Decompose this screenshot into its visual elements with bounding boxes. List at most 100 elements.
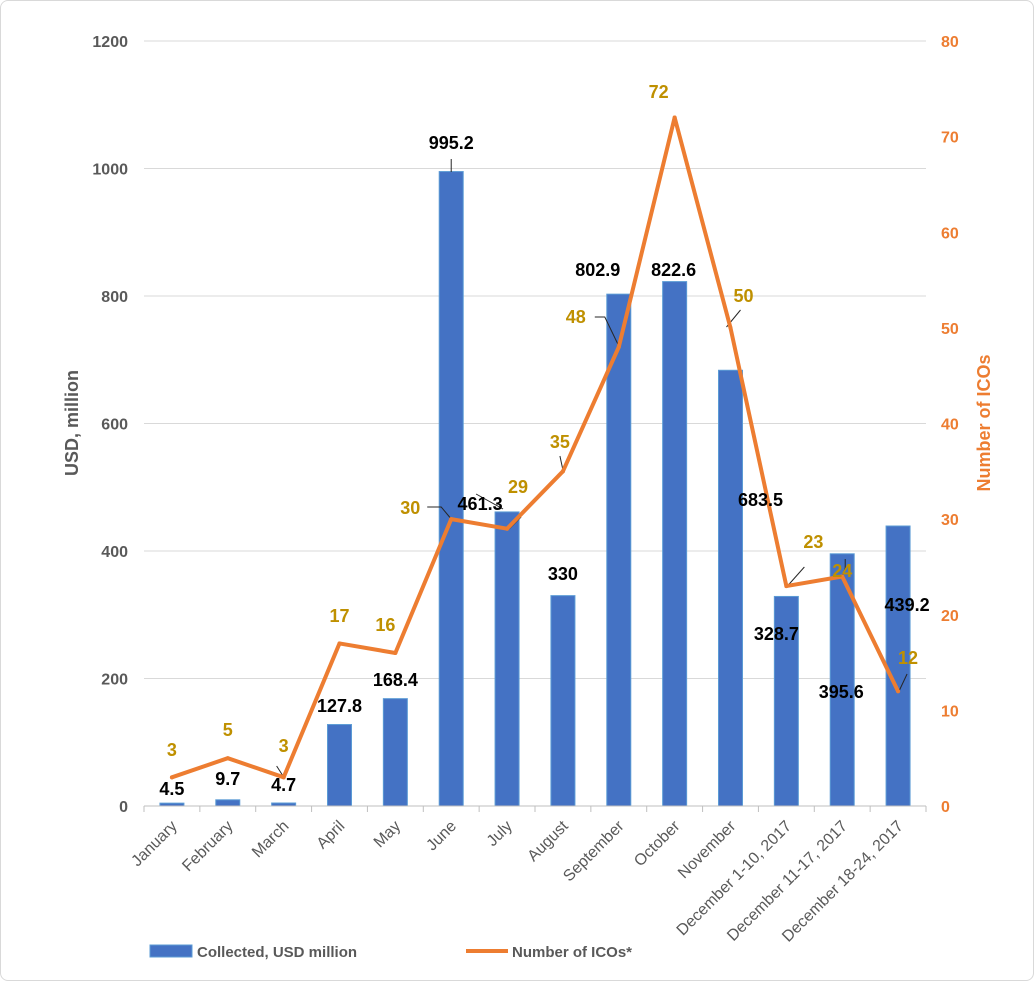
bar bbox=[494, 511, 520, 807]
line-data-label: 5 bbox=[223, 720, 233, 740]
y-tick-label: 200 bbox=[101, 672, 128, 689]
bar-data-label: 4.5 bbox=[159, 779, 184, 799]
x-tick-label: October bbox=[631, 817, 684, 870]
bar bbox=[662, 281, 688, 807]
line-point bbox=[281, 775, 286, 780]
bar-data-label: 395.6 bbox=[819, 682, 864, 702]
leader-lines bbox=[276, 159, 908, 778]
x-tick-label: January bbox=[128, 818, 180, 870]
x-tick-label: May bbox=[371, 818, 404, 851]
leader-line bbox=[841, 559, 846, 577]
bar-data-label: 802.9 bbox=[575, 260, 620, 280]
line-point bbox=[449, 517, 454, 522]
x-tick-label: September bbox=[560, 817, 628, 885]
bar-data-label: 439.2 bbox=[885, 595, 930, 615]
y-axis-title: USD, million bbox=[62, 370, 82, 476]
y-tick-label: 800 bbox=[101, 289, 128, 306]
line-data-label: 3 bbox=[167, 740, 177, 760]
bar-data-label: 127.8 bbox=[317, 696, 362, 716]
bar bbox=[606, 293, 632, 807]
line-point bbox=[169, 775, 174, 780]
line-point bbox=[560, 469, 565, 474]
series-line bbox=[169, 115, 901, 780]
x-tick-label: March bbox=[249, 818, 292, 861]
x-tick-label: July bbox=[484, 818, 516, 850]
line-data-label: 16 bbox=[375, 615, 395, 635]
line-point bbox=[896, 689, 901, 694]
bar bbox=[438, 171, 464, 807]
line-series bbox=[169, 115, 901, 780]
y-tick-label: 0 bbox=[119, 799, 128, 816]
legend-label-bar: Collected, USD million bbox=[197, 944, 357, 961]
x-axis bbox=[143, 805, 927, 812]
line-data-label: 12 bbox=[898, 648, 918, 668]
bar-data-label: 168.4 bbox=[373, 670, 418, 690]
y2-tick-label: 0 bbox=[941, 799, 950, 816]
line-data-label: 24 bbox=[832, 561, 852, 581]
bar bbox=[550, 595, 576, 807]
legend: Collected, USD million Number of ICOs* bbox=[149, 944, 632, 961]
bar-data-label: 461.3 bbox=[458, 494, 503, 514]
leader-line bbox=[898, 673, 908, 692]
x-tick-label: June bbox=[423, 818, 460, 855]
line-point bbox=[337, 641, 342, 646]
y-tick-label: 400 bbox=[101, 544, 128, 561]
bar-data-label: 328.7 bbox=[754, 624, 799, 644]
y2-axis-ticks: 0 10 20 30 40 50 60 70 80 bbox=[941, 34, 959, 816]
y2-tick-label: 50 bbox=[941, 321, 959, 338]
legend-label-line: Number of ICOs* bbox=[512, 944, 632, 961]
line-data-label: 72 bbox=[649, 82, 669, 102]
bar-data-label: 995.2 bbox=[429, 133, 474, 153]
line-data-label: 48 bbox=[566, 307, 586, 327]
bar bbox=[885, 525, 911, 807]
bar-series bbox=[159, 171, 911, 807]
y2-tick-label: 40 bbox=[941, 417, 959, 434]
leader-line bbox=[787, 566, 805, 586]
line-data-label: 23 bbox=[803, 532, 823, 552]
y-tick-label: 1000 bbox=[92, 162, 128, 179]
bar bbox=[382, 698, 408, 807]
legend-swatch-bar bbox=[149, 944, 193, 958]
leader-line bbox=[427, 506, 452, 520]
leader-line bbox=[594, 316, 620, 347]
y2-tick-label: 30 bbox=[941, 512, 959, 529]
bar-data-label: 822.6 bbox=[651, 260, 696, 280]
y2-axis-title: Number of ICOs bbox=[974, 354, 994, 491]
bar bbox=[327, 724, 352, 807]
line-point bbox=[728, 325, 733, 330]
x-tick-label: August bbox=[525, 817, 573, 865]
y2-tick-label: 80 bbox=[941, 34, 959, 51]
bar-data-label: 4.7 bbox=[271, 775, 296, 795]
bar-data-label: 683.5 bbox=[738, 490, 783, 510]
line-point bbox=[840, 574, 845, 579]
y-tick-label: 1200 bbox=[92, 34, 128, 51]
line-data-label: 50 bbox=[733, 286, 753, 306]
line-point bbox=[225, 756, 230, 761]
y-tick-label: 600 bbox=[101, 417, 128, 434]
x-tick-label: February bbox=[179, 818, 236, 875]
line-data-label: 29 bbox=[508, 477, 528, 497]
y-axis-ticks: 0 200 400 600 800 1000 1200 bbox=[92, 34, 128, 816]
y2-tick-label: 70 bbox=[941, 130, 959, 147]
line-point bbox=[505, 526, 510, 531]
line-data-label: 35 bbox=[550, 432, 570, 452]
y2-tick-label: 20 bbox=[941, 608, 959, 625]
bar-data-label: 9.7 bbox=[215, 769, 240, 789]
y2-tick-label: 10 bbox=[941, 703, 959, 720]
line-point bbox=[672, 115, 677, 120]
bar bbox=[718, 369, 743, 807]
line-point bbox=[784, 584, 789, 589]
line-point bbox=[393, 651, 398, 655]
x-tick-label: April bbox=[314, 818, 349, 853]
line-data-label: 30 bbox=[400, 498, 420, 518]
line-data-label: 3 bbox=[279, 736, 289, 756]
bar-data-label: 330 bbox=[548, 564, 578, 584]
line-data-label: 17 bbox=[329, 606, 349, 626]
leader-line bbox=[475, 493, 504, 510]
line-point bbox=[616, 345, 621, 349]
